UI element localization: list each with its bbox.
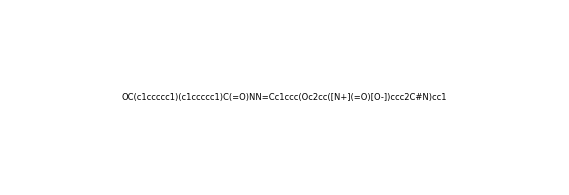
Text: OC(c1ccccc1)(c1ccccc1)C(=O)NN=Cc1ccc(Oc2cc([N+](=O)[O-])ccc2C#N)cc1: OC(c1ccccc1)(c1ccccc1)C(=O)NN=Cc1ccc(Oc2… (122, 93, 447, 102)
